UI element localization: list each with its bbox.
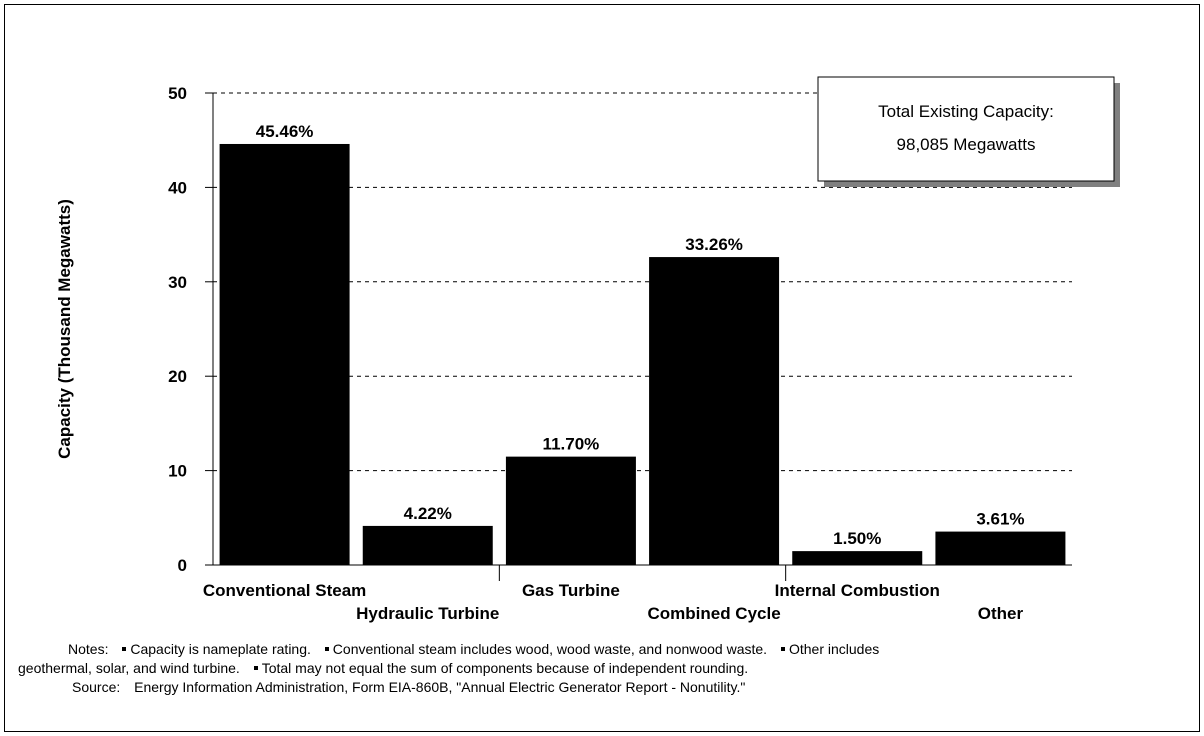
bullet-icon	[780, 646, 785, 651]
chart-svg: 0 10 20 30 40 50 Capacity (Thousand Megawatts)…	[55, 76, 1120, 623]
source-line: Source: Energy Information Administratio…	[0, 678, 1204, 697]
y-tick-label: 50	[168, 84, 187, 103]
bullet-icon	[253, 665, 258, 670]
bar	[505, 456, 636, 565]
data-label: 4.22%	[404, 504, 452, 523]
info-box	[817, 76, 1115, 182]
note-2: Conventional steam includes wood, wood w…	[332, 641, 768, 657]
x-tick-label: Conventional Steam	[203, 581, 366, 600]
data-label: 11.70%	[543, 435, 600, 454]
notes-line-2: geothermal, solar, and wind turbine. Tot…	[0, 659, 1204, 678]
bar	[649, 257, 780, 565]
x-tick-label: Hydraulic Turbine	[356, 604, 499, 623]
data-label: 45.46%	[256, 122, 314, 141]
x-tick-label: Internal Combustion	[775, 581, 940, 600]
data-label: 3.61%	[976, 510, 1024, 529]
note-3-part-1: Other includes	[788, 641, 880, 657]
bullet-icon	[324, 646, 329, 651]
bar	[362, 525, 493, 565]
y-axis-label: Capacity (Thousand Megawatts)	[55, 199, 74, 459]
y-tick-label: 10	[168, 462, 187, 481]
bar	[935, 531, 1066, 565]
source-label: Source:	[72, 679, 121, 695]
info-box-line-1: Total Existing Capacity:	[878, 102, 1054, 121]
note-1: Capacity is nameplate rating.	[130, 641, 311, 657]
data-label: 33.26%	[685, 235, 743, 254]
data-label: 1.50%	[833, 529, 881, 548]
info-box-line-2: 98,085 Megawatts	[897, 135, 1036, 154]
notes-block: Notes: Capacity is nameplate rating. Con…	[0, 640, 1204, 697]
notes-line-1: Notes: Capacity is nameplate rating. Con…	[0, 640, 1204, 659]
y-tick-label: 20	[168, 367, 187, 386]
bar	[792, 551, 923, 565]
y-tick-label: 40	[168, 178, 187, 197]
x-tick-label: Other	[978, 604, 1024, 623]
source-text: Energy Information Administration, Form …	[134, 679, 746, 695]
notes-label: Notes:	[68, 641, 109, 657]
note-4: Total may not equal the sum of component…	[261, 660, 749, 676]
y-tick-label: 0	[178, 556, 187, 575]
x-tick-label: Gas Turbine	[522, 581, 620, 600]
x-tick-label: Combined Cycle	[647, 604, 780, 623]
bullet-icon	[122, 646, 127, 651]
y-tick-label: 30	[168, 273, 187, 292]
bar	[219, 143, 350, 565]
note-3-part-2: geothermal, solar, and wind turbine.	[18, 660, 240, 676]
